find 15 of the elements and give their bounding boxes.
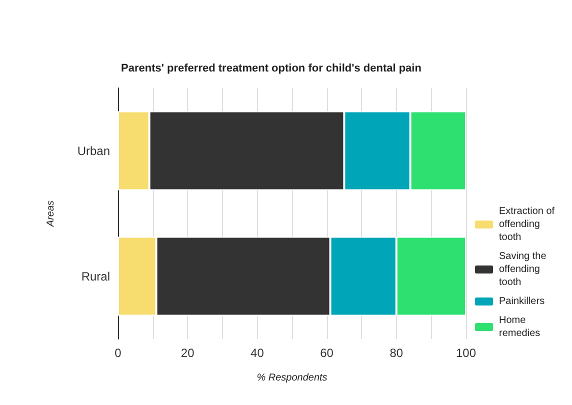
legend-label: Saving the offending tooth	[499, 251, 550, 288]
y-tick-label: Urban	[77, 144, 110, 158]
legend-label: Painkillers	[499, 296, 545, 307]
legend-label: Home remedies	[499, 315, 540, 339]
legend-label: Extraction of offending tooth	[499, 206, 558, 243]
x-tick-label: 60	[320, 346, 334, 360]
x-axis-title: % Respondents	[256, 372, 328, 384]
chart-title: Parents' preferred treatment option for child's dental pain	[121, 62, 422, 74]
x-tick-label: 80	[390, 346, 404, 360]
y-axis-title: Areas	[46, 200, 56, 228]
x-tick-label: 0	[114, 346, 122, 360]
x-tick-label: 20	[180, 346, 195, 360]
x-tick-label: 100	[456, 346, 476, 360]
x-tick-label: 40	[250, 346, 264, 360]
y-tick-label: Rural	[81, 269, 110, 284]
